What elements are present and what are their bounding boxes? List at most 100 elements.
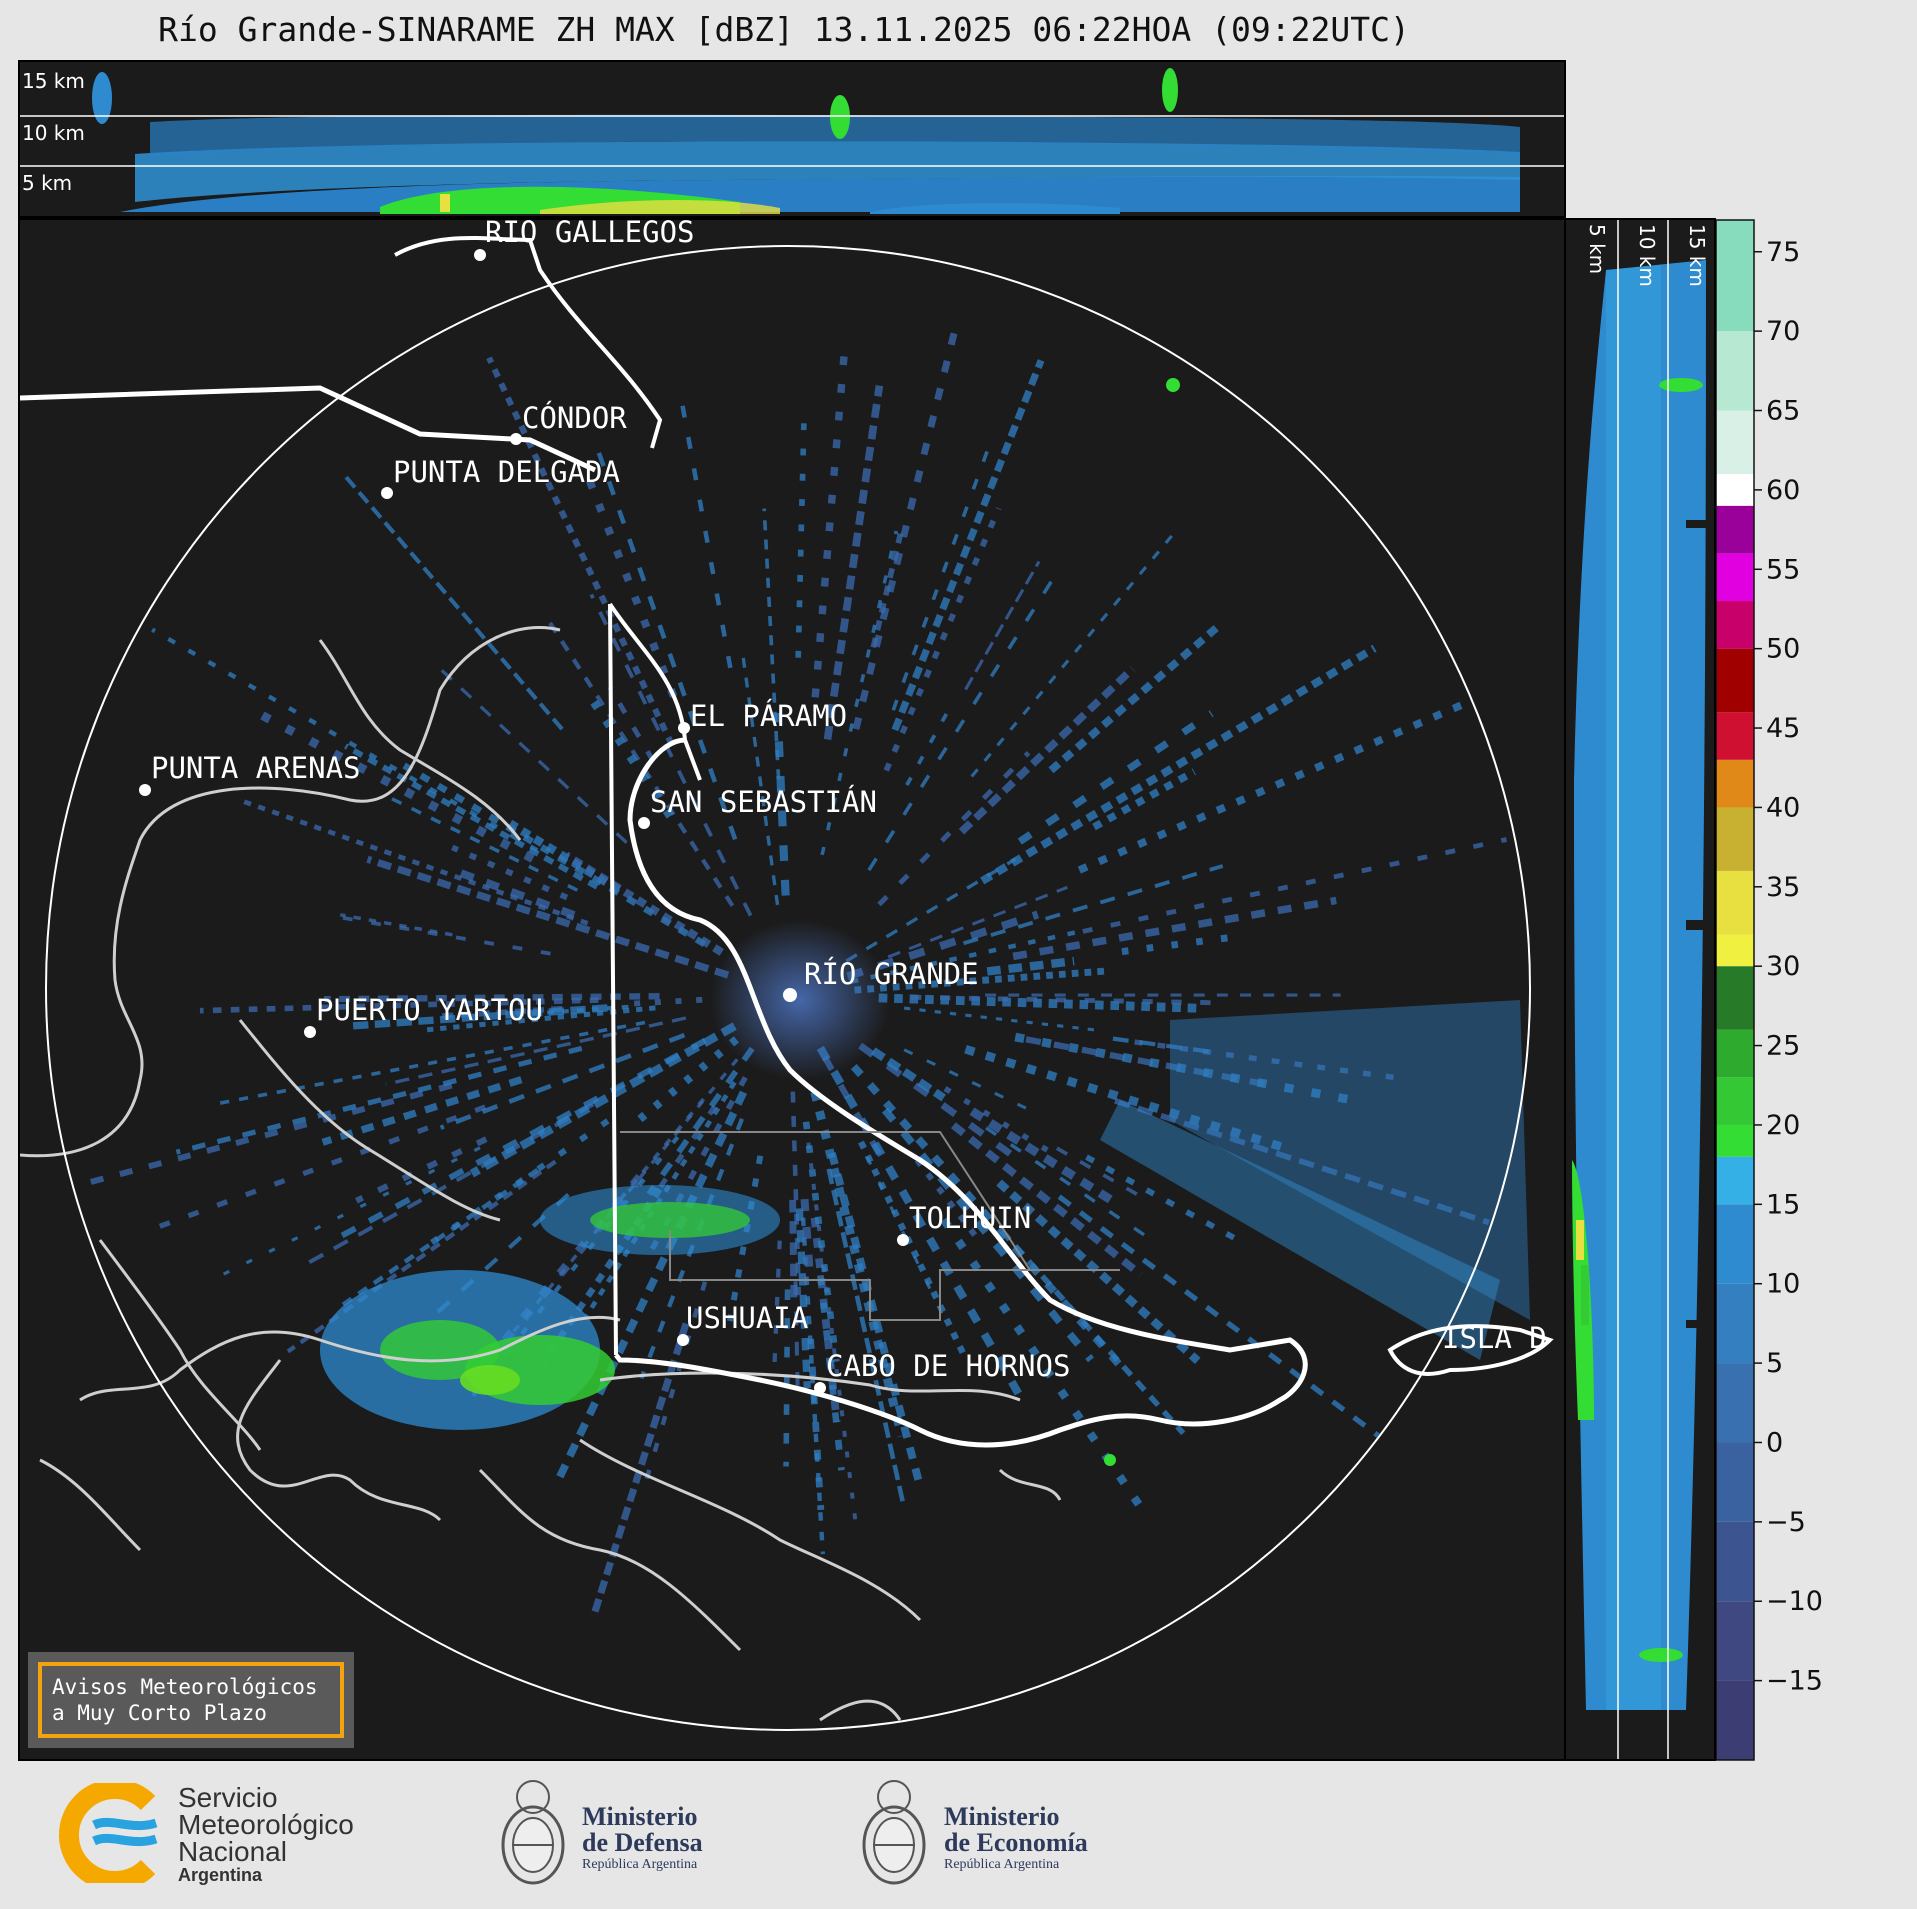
radar-ray (826, 1168, 905, 1502)
colorbar-block (1716, 1156, 1754, 1205)
top-label-10km: 10 km (22, 121, 85, 145)
radar-ray (1077, 700, 1465, 874)
radar-ray (1114, 1098, 1490, 1226)
radar-ray (582, 688, 674, 819)
radar-ray (858, 1042, 1022, 1164)
radar-map-plot: RÍO GALLEGOS CÓNDOR PUNTA DELGADA EL PÁR… (20, 220, 1554, 1731)
radar-ray (237, 797, 589, 926)
colorbar-tick-label: 75 (1766, 237, 1800, 268)
colorbar-tick-label: 70 (1766, 316, 1800, 347)
colorbar-block (1716, 410, 1754, 475)
radar-ray (887, 885, 1068, 959)
radar-ray (1055, 1146, 1150, 1203)
radar-ray (795, 1208, 811, 1389)
label-punta-delgada: PUNTA DELGADA (393, 455, 620, 489)
radar-ray (883, 507, 1002, 772)
radar-ray (891, 434, 995, 711)
radar-ray (870, 1047, 946, 1102)
smn-line-1: Servicio (178, 1782, 278, 1813)
radar-ray (595, 447, 738, 841)
radar-ray (905, 704, 953, 787)
radar-range-ring (45, 245, 1531, 1731)
economia-line-1: Ministerio (944, 1802, 1060, 1831)
side-cross-section-echo (1572, 260, 1706, 1710)
defensa-logo-text: Ministerio de Defensa República Argentin… (582, 1804, 703, 1874)
radar-map: RÍO GALLEGOS CÓNDOR PUNTA DELGADA EL PÁR… (18, 218, 1566, 1761)
radar-ray (816, 1045, 1023, 1397)
colorbar-block (1716, 1029, 1754, 1078)
radar-ray (773, 712, 790, 896)
side-label-5km: 5 km (1585, 224, 1609, 274)
radar-ray (387, 795, 579, 892)
radar-ray (646, 1046, 755, 1196)
radar-ray (583, 474, 678, 699)
defensa-line-1: Ministerio (582, 1802, 698, 1831)
radar-ray (881, 1107, 1094, 1363)
label-el-paramo: EL PÁRAMO (690, 699, 847, 733)
colorbar-block (1716, 1077, 1754, 1125)
radar-ray (828, 1152, 925, 1490)
radar-ray (962, 864, 1224, 946)
colorbar-tick-label: −10 (1766, 1586, 1823, 1617)
notice-line-2: a Muy Corto Plazo (52, 1701, 267, 1725)
top-label-5km: 5 km (22, 171, 72, 195)
label-rio-grande: RÍO GRANDE (804, 957, 979, 991)
colorbar-tick-label: 50 (1766, 634, 1800, 665)
side-label-15km: 15 km (1685, 224, 1709, 287)
radar-ray (327, 913, 551, 956)
radar-ray (793, 1281, 800, 1402)
radar-ray (726, 1155, 764, 1322)
radar-ray (622, 996, 703, 1008)
radar-ray (854, 967, 1109, 994)
radar-ray (366, 855, 730, 979)
radar-ray (1112, 1036, 1211, 1054)
radar-ray (877, 750, 1031, 907)
radar-ray (823, 385, 884, 741)
colorbar-tick-label: 15 (1766, 1189, 1800, 1220)
colorbar-blocks (1716, 220, 1754, 1760)
radar-ray (807, 1338, 825, 1511)
colorbar-tick-label: 40 (1766, 792, 1800, 823)
colorbar-tick-label: 45 (1766, 713, 1800, 744)
side-cross-section: 5 km 10 km 15 km (1564, 218, 1716, 1761)
radar-ray (999, 1229, 1186, 1436)
radar-ray (790, 1091, 802, 1296)
radar-ray (425, 1118, 610, 1248)
colorbar-block (1716, 934, 1754, 967)
radar-ray (439, 1032, 686, 1130)
radar-ray (79, 1082, 453, 1188)
radar-ray (986, 956, 1075, 976)
label-punta-arenas: PUNTA ARENAS (151, 751, 361, 785)
smn-logo-text: Servicio Meteorológico Nacional Argentin… (178, 1782, 354, 1886)
colorbar-block (1716, 712, 1754, 760)
label-rio-gallegos: RÍO GALLEGOS (485, 220, 695, 249)
radar-ray (451, 844, 569, 901)
side-label-10km: 10 km (1635, 224, 1659, 287)
label-isla-de-los-estados: ISLA D (1442, 1321, 1547, 1355)
smn-line-3: Nacional (178, 1836, 287, 1867)
radar-ray (677, 388, 733, 669)
radar-ray (589, 593, 753, 917)
economia-line-3: República Argentina (944, 1857, 1060, 1872)
colorbar-block (1716, 331, 1754, 411)
radar-ray (339, 913, 453, 937)
radar-ray (453, 867, 576, 919)
radar-ray (820, 530, 899, 856)
radar-ray (878, 993, 1201, 1013)
colorbar-block (1716, 601, 1754, 649)
colorbar-block (1716, 1124, 1754, 1157)
label-condor: CÓNDOR (522, 401, 627, 435)
smn-line-2: Meteorológico (178, 1809, 354, 1840)
colorbar-block (1716, 1204, 1754, 1284)
notice-line-1: Avisos Meteorológicos (52, 1675, 318, 1699)
radar-ray (795, 406, 808, 658)
radar-ray (985, 1126, 1157, 1245)
radar-ray (175, 1045, 583, 1155)
top-label-15km: 15 km (22, 69, 85, 93)
radar-ray (802, 1121, 840, 1362)
colorbar-tick-label: 55 (1766, 554, 1800, 585)
radar-ray (645, 1076, 748, 1259)
radar-ray (911, 994, 1227, 1006)
